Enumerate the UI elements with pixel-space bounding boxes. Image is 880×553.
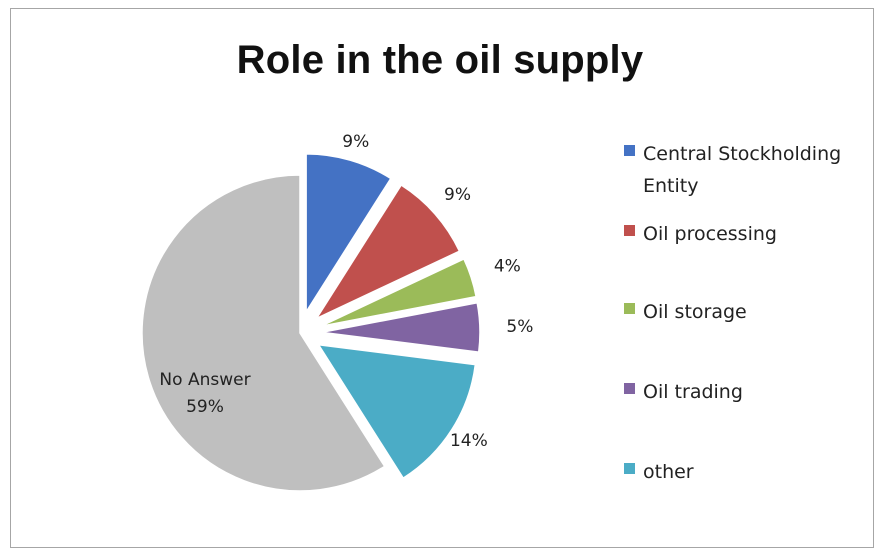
data-label-oil-processing: 9% (444, 185, 471, 205)
pie-slice-oil-processing (314, 184, 461, 321)
legend-label: Central Stockholding Entity (643, 143, 842, 197)
legend-item-oil-trading: Oil trading (624, 376, 873, 408)
pie-slice-no-answer (141, 174, 386, 492)
data-label-oil-trading: 5% (506, 317, 533, 337)
pie-slice-other (317, 343, 477, 480)
legend-item-oil-storage: Oil storage (624, 296, 873, 328)
pie-slice-oil-storage (320, 257, 478, 327)
legend-swatch (624, 225, 635, 236)
legend-swatch (624, 383, 635, 394)
data-label-central-stockholding-entity: 9% (342, 132, 369, 152)
legend-item-other: other (624, 456, 873, 488)
legend-item-oil-processing: Oil processing (624, 218, 873, 250)
data-label-other: 14% (450, 431, 488, 451)
chart-title: Role in the oil supply (236, 38, 644, 82)
legend-swatch (624, 145, 635, 156)
pie-slice-central-stockholding-entity (305, 153, 392, 315)
legend-label: other (643, 461, 694, 483)
legend-swatch (624, 303, 635, 314)
legend-item-central-stockholding-entity: Central Stockholding Entity (624, 138, 873, 202)
data-label-no-answer-value: 59% (186, 397, 224, 417)
legend-label: Oil processing (643, 223, 777, 245)
legend-label: Oil trading (643, 381, 743, 403)
legend-label: Oil storage (643, 301, 747, 323)
legend-swatch (624, 463, 635, 474)
data-label-oil-storage: 4% (494, 257, 521, 277)
data-label-no-answer-name: No Answer (159, 370, 250, 390)
pie-slice-oil-trading (321, 301, 481, 353)
